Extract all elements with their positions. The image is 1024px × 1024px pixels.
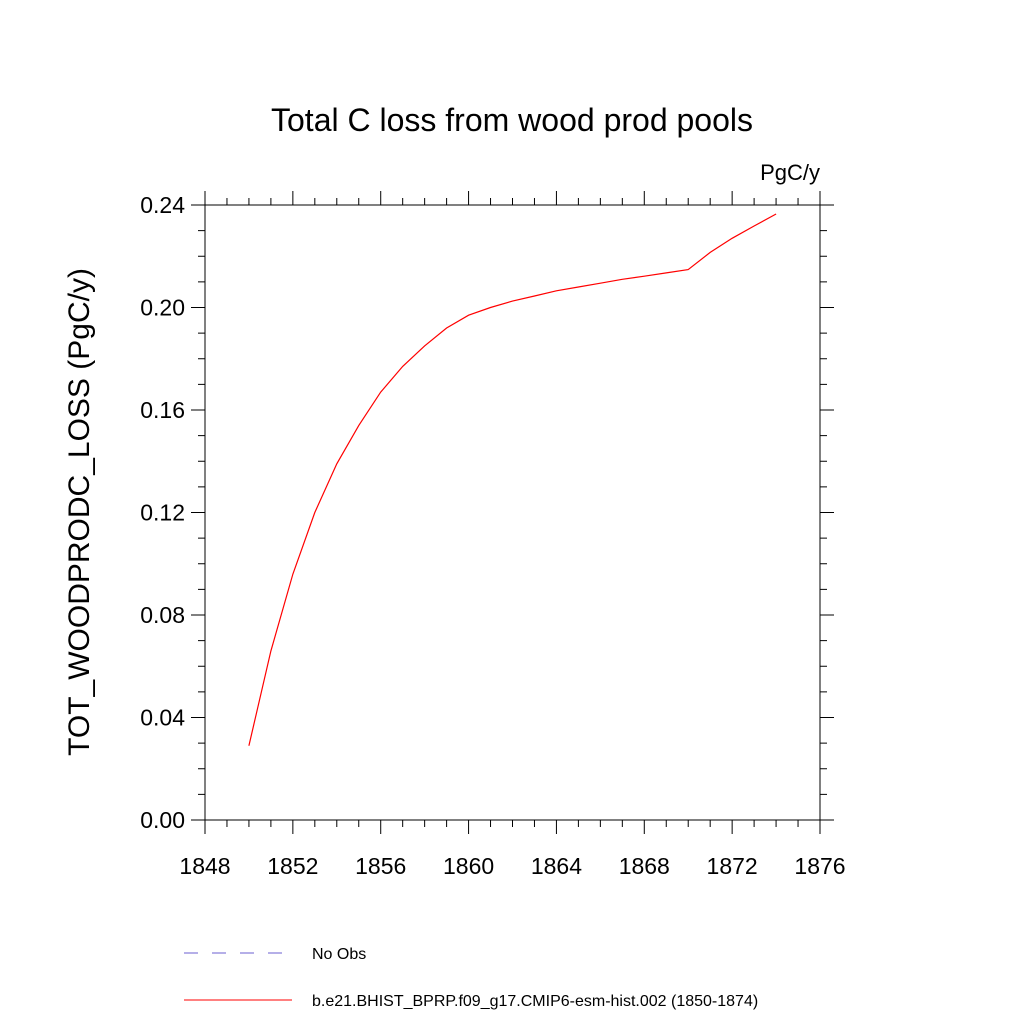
x-tick-label: 1876	[794, 853, 845, 879]
y-tick-label: 0.16	[140, 397, 185, 423]
y-tick-label: 0.12	[140, 500, 185, 526]
legend-label: b.e21.BHIST_BPRP.f09_g17.CMIP6-esm-hist.…	[312, 993, 758, 1010]
x-tick-label: 1872	[707, 853, 758, 879]
units-label: PgC/y	[760, 160, 820, 185]
y-tick-label: 0.00	[140, 807, 185, 833]
x-tick-label: 1856	[355, 853, 406, 879]
y-tick-label: 0.04	[140, 705, 185, 731]
chart-title: Total C loss from wood prod pools	[271, 102, 753, 138]
x-tick-label: 1848	[179, 853, 230, 879]
plot-frame	[204, 204, 821, 821]
axis-ticks: 1848 1852 1856 1860 1864 1868 1872 1876 0.00 0.04…	[140, 191, 846, 879]
x-tick-label: 1860	[443, 853, 494, 879]
y-tick-label: 0.24	[140, 192, 185, 218]
y-axis-label: TOT_WOODPRODC_LOSS (PgC/y)	[63, 268, 96, 756]
x-tick-label: 1852	[267, 853, 318, 879]
y-tick-label: 0.08	[140, 602, 185, 628]
legend: No Obs b.e21.BHIST_BPRP.f09_g17.CMIP6-esm…	[184, 946, 758, 1010]
series-line	[248, 213, 777, 746]
y-tick-label: 0.20	[140, 295, 185, 321]
series-layer	[248, 213, 777, 746]
x-tick-label: 1868	[619, 853, 670, 879]
x-tick-label: 1864	[531, 853, 582, 879]
plot-border	[204, 204, 821, 821]
legend-label: No Obs	[312, 946, 366, 963]
